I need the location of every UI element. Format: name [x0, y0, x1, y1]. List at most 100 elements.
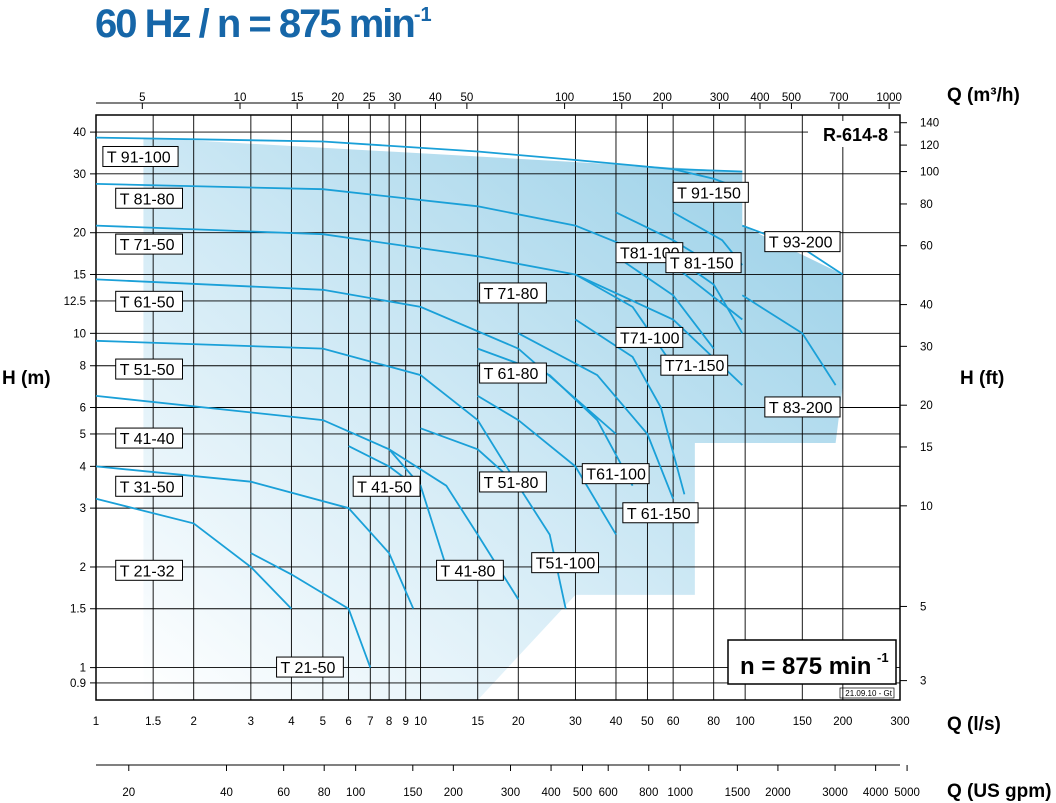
tick-label-x: 4	[288, 716, 295, 728]
speed-box: n = 875 min -1 21.09.10 - Gt	[727, 639, 897, 699]
curve-label-box	[479, 282, 547, 304]
curve-label-box	[665, 252, 742, 274]
curve-label: T 83-200	[764, 396, 841, 418]
curve-labels: T 91-100 T 81-80 T 71-50 T 61-50 T 51-50 T 41…	[102, 121, 897, 699]
tick-label-ft: 80	[920, 199, 933, 211]
tick-label-x: 50	[641, 716, 654, 728]
curve-label-text: T 21-50	[281, 660, 336, 677]
curve-label-text: T 81-150	[670, 256, 734, 273]
date-stamp-frame	[839, 687, 895, 699]
tick-label-y: 1	[80, 663, 86, 675]
tick-label-gpm: 2000	[765, 787, 791, 799]
curve-label-text: T 83-200	[769, 400, 833, 417]
curve-label: T 51-80	[479, 471, 547, 493]
tick-label-ft: 140	[920, 118, 939, 130]
tick-label-gpm: 60	[277, 787, 290, 799]
tick-label-gpm: 300	[501, 787, 520, 799]
tick-label-gpm: 5000	[894, 787, 920, 799]
curve-t61-100	[517, 332, 674, 500]
curve-label-box	[276, 656, 344, 678]
tick-label-m3h: 30	[388, 92, 401, 104]
curve-label: T 41-80	[436, 559, 504, 581]
tick-label-x: 150	[793, 716, 812, 728]
curve-t-71-50	[95, 224, 743, 386]
curve-label: T71-150	[660, 354, 729, 376]
m3h-axis-title: Q (m³/h)	[947, 85, 1020, 106]
axes: 1 1.5 2 3 4 5 6 7 8 9 10 15 20 30 40 50 60 80 100 150 200 300…	[2, 85, 1052, 802]
curve-label-box	[436, 559, 504, 581]
tick-label-y: 1.5	[70, 604, 86, 616]
tick-label-y: 12.5	[64, 296, 86, 308]
tick-label-m3h: 200	[653, 92, 672, 104]
tick-label-x: 8	[386, 716, 392, 728]
tick-label-gpm: 40	[220, 787, 233, 799]
tick-label-x: 30	[569, 716, 582, 728]
curve-label-box	[672, 181, 749, 203]
tick-label-gpm: 600	[599, 787, 618, 799]
curve-t-21-32	[95, 497, 293, 610]
tick-label-m3h: 300	[710, 92, 729, 104]
curve-label: T 81-80	[115, 187, 184, 209]
curve-t-83-200	[741, 294, 837, 386]
curve-label-text: T 51-80	[484, 475, 539, 492]
curve-label-text: T 61-150	[627, 506, 691, 523]
tick-label-m3h: 400	[750, 92, 769, 104]
tick-label-gpm: 1500	[725, 787, 751, 799]
tick-label-x: 15	[471, 716, 484, 728]
curve-label: T61-100	[581, 463, 650, 485]
tick-label-ft: 60	[920, 241, 933, 253]
tick-label-ft: 5	[920, 601, 926, 613]
curve-t-61-80	[477, 347, 634, 487]
curve-label-text: T 61-50	[120, 294, 175, 311]
curve-label-box	[115, 187, 184, 209]
tick-label-x: 300	[890, 716, 909, 728]
chart-code: R-614-8	[808, 121, 894, 147]
curve-label: T 91-100	[102, 145, 179, 167]
tick-label-gpm: 20	[122, 787, 135, 799]
curve-label-text: T71-100	[620, 330, 680, 347]
tick-label-m3h: 5	[139, 92, 145, 104]
tick-label-x: 1	[93, 716, 99, 728]
tick-label-y: 0.9	[70, 678, 86, 690]
curve-label-box	[352, 475, 421, 497]
tick-label-ft: 30	[920, 341, 933, 353]
operating-range-area	[143, 137, 843, 701]
tick-label-m3h: 40	[429, 92, 442, 104]
curve-label-box	[531, 552, 600, 574]
chart-code-bg	[808, 121, 894, 147]
tick-label-y: 3	[80, 503, 86, 515]
tick-label-gpm: 100	[346, 787, 365, 799]
y-axis-ft-title: H (ft)	[960, 368, 1004, 389]
curve-label: T 71-80	[479, 282, 547, 304]
curve-label-text: T 93-200	[769, 235, 833, 252]
curve-label-text: T 91-150	[677, 185, 741, 202]
operating-range-fill	[143, 137, 843, 701]
tick-label-x: 7	[367, 716, 373, 728]
tick-label-ft: 40	[920, 300, 933, 312]
curve-label: T51-100	[531, 552, 600, 574]
curve-t-81-80	[95, 183, 743, 321]
curve-label-box	[115, 358, 184, 380]
curve-label-box	[660, 354, 729, 376]
tick-label-x: 20	[512, 716, 525, 728]
curve-t-21-50	[250, 552, 372, 668]
curve-label-box	[622, 502, 699, 524]
curve-label-text: T 21-32	[120, 563, 175, 580]
curve-label-text: T 41-80	[441, 563, 496, 580]
tick-label-ft: 15	[920, 442, 933, 454]
tick-label-gpm: 150	[403, 787, 422, 799]
curve-t-51-50	[95, 339, 520, 487]
tick-label-m3h: 700	[829, 92, 848, 104]
tick-label-y: 40	[73, 127, 86, 139]
tick-label-y: 2	[80, 562, 86, 574]
tick-label-y: 20	[73, 228, 86, 240]
tick-label-ft: 100	[920, 167, 939, 179]
curve-label: T 21-50	[276, 656, 344, 678]
curve-label-box	[115, 427, 184, 449]
tick-label-y: 5	[80, 429, 86, 441]
curve-t71-100	[615, 255, 715, 350]
tick-label-x: 2	[191, 716, 197, 728]
tick-label-m3h: 150	[612, 92, 631, 104]
tick-label-x: 60	[667, 716, 680, 728]
